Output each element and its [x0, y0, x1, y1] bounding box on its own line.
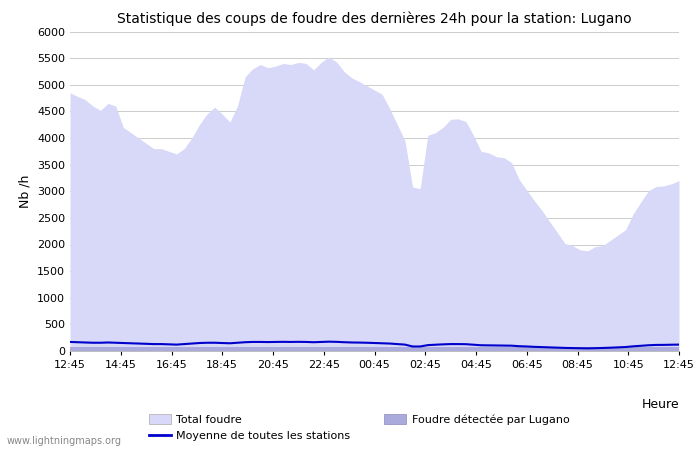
Text: www.lightningmaps.org: www.lightningmaps.org	[7, 436, 122, 446]
Y-axis label: Nb /h: Nb /h	[18, 175, 32, 208]
Text: Heure: Heure	[641, 398, 679, 411]
Title: Statistique des coups de foudre des dernières 24h pour la station: Lugano: Statistique des coups de foudre des dern…	[117, 12, 632, 26]
Legend: Total foudre, Moyenne de toutes les stations, Foudre détectée par Lugano: Total foudre, Moyenne de toutes les stat…	[148, 414, 569, 441]
